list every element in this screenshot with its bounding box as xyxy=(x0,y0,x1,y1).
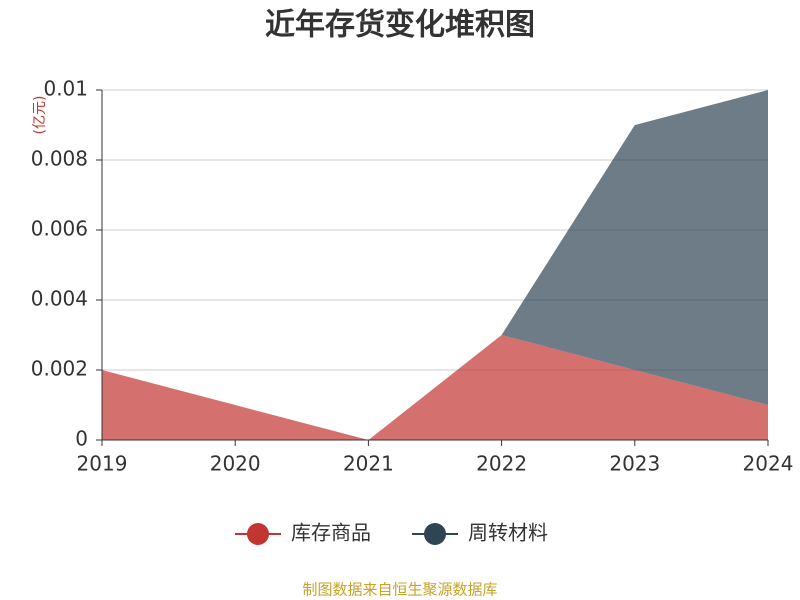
y-tick-label: 0.002 xyxy=(31,357,88,381)
area xyxy=(102,335,768,440)
legend-marker xyxy=(247,523,269,545)
legend-marker xyxy=(424,523,446,545)
source-note: 制图数据来自恒生聚源数据库 xyxy=(302,581,497,599)
y-tick-label: 0.008 xyxy=(31,147,88,171)
x-tick-label: 2022 xyxy=(476,452,527,476)
x-tick-label: 2021 xyxy=(343,452,394,476)
y-tick-label: 0.006 xyxy=(31,217,88,241)
legend-label: 库存商品 xyxy=(291,521,371,545)
y-unit: (亿元) xyxy=(32,96,48,135)
x-tick-label: 2023 xyxy=(609,452,660,476)
y-tick-label: 0.01 xyxy=(43,77,88,101)
area xyxy=(102,90,768,440)
x-tick-label: 2019 xyxy=(77,452,128,476)
chart-title: 近年存货变化堆积图 xyxy=(265,8,535,43)
x-tick-label: 2024 xyxy=(743,452,794,476)
y-tick-label: 0.004 xyxy=(31,287,88,311)
x-tick-label: 2020 xyxy=(210,452,261,476)
y-tick-label: 0 xyxy=(75,427,88,451)
legend-label: 周转材料 xyxy=(468,521,548,545)
